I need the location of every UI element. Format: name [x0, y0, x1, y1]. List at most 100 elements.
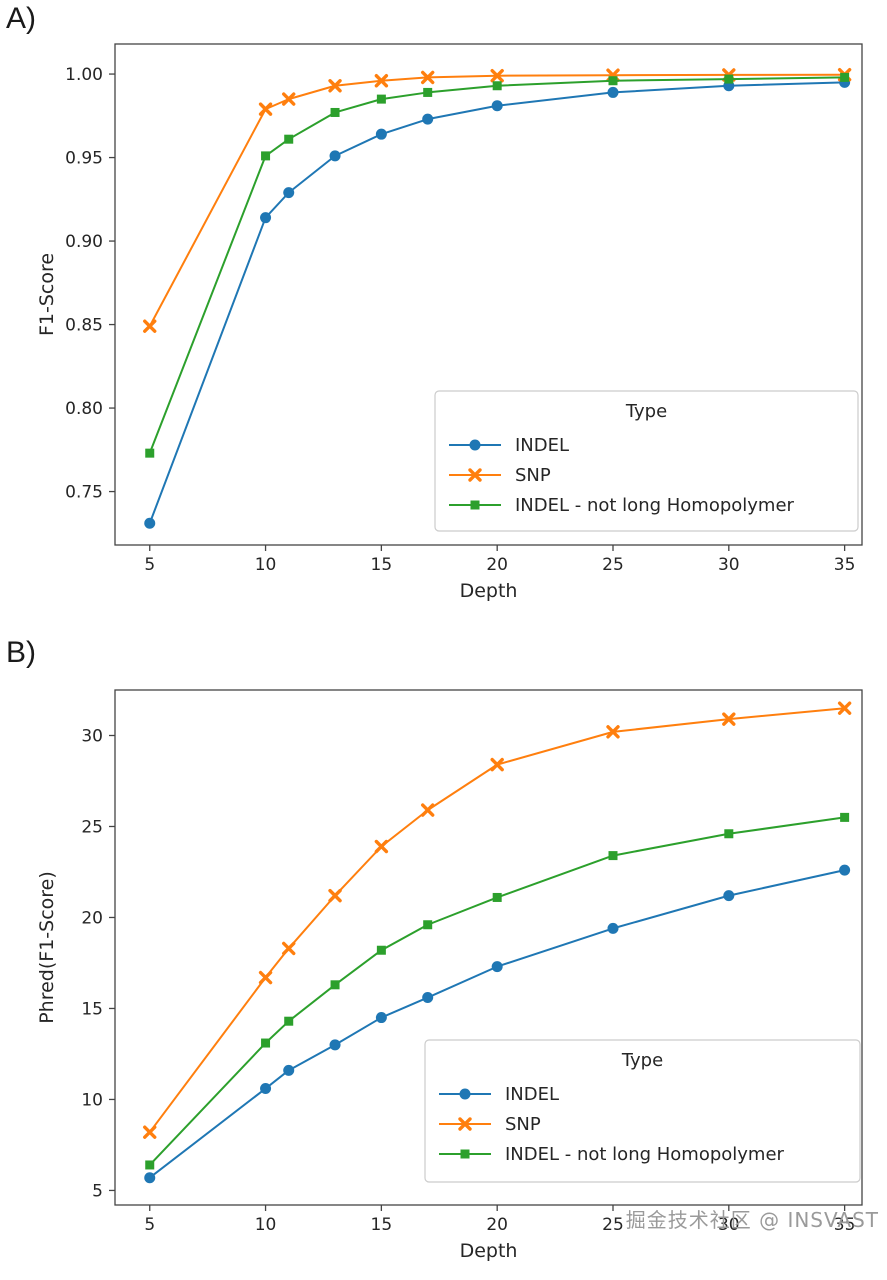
series-marker — [723, 890, 735, 902]
y-tick-label: 0.80 — [65, 399, 103, 419]
series-marker — [261, 1038, 271, 1048]
panel-b-label: B) — [6, 636, 36, 669]
chart-b-phred-f1-score-vs-depth: 5 10 15 20 25 30 35 Depth 5 10 15 20 25 30 Phred(F1-Sc… — [36, 689, 863, 1262]
series-marker — [144, 1172, 156, 1184]
x-tick-label: 5 — [144, 1215, 155, 1235]
y-axis: 5 10 15 20 25 30 Phred(F1-Score) — [36, 726, 115, 1201]
legend-sample-marker — [459, 1088, 471, 1100]
x-tick-label: 35 — [834, 555, 856, 575]
series-marker — [722, 712, 736, 726]
series-marker — [608, 76, 618, 86]
series-marker — [145, 448, 155, 458]
series-line — [149, 869, 845, 1179]
series-marker — [492, 81, 502, 91]
legend-box — [424, 1039, 861, 1183]
series-marker — [375, 1012, 387, 1024]
x-tick-label: 30 — [718, 555, 740, 575]
y-tick-label: 0.95 — [65, 149, 103, 169]
series-marker — [144, 517, 156, 529]
series-marker — [420, 803, 435, 817]
series-marker — [329, 150, 341, 162]
y-tick-label: 20 — [81, 908, 103, 928]
series-INDEL — [144, 76, 851, 529]
y-tick-label: 30 — [81, 726, 103, 746]
x-tick-label: 10 — [255, 1215, 277, 1235]
legend-entry-label: INDEL - not long Homopolymer — [505, 1144, 785, 1165]
series-marker — [260, 1083, 272, 1095]
y-axis-title: F1-Score — [36, 253, 58, 336]
plot-border — [114, 43, 863, 546]
series-marker — [258, 102, 273, 116]
legend-sample-marker — [458, 1117, 472, 1131]
series-marker — [143, 1125, 157, 1139]
x-axis-title: Depth — [460, 580, 518, 602]
series-marker — [376, 94, 386, 104]
x-tick-label: 30 — [718, 1215, 740, 1235]
legend-entry-label: INDEL - not long Homopolymer — [515, 495, 795, 516]
series-marker — [258, 970, 273, 985]
series-marker — [284, 1016, 294, 1026]
series-marker — [376, 945, 386, 955]
series-marker — [374, 839, 389, 854]
x-tick-label: 25 — [602, 555, 624, 575]
series-marker — [375, 128, 387, 140]
series-marker — [330, 107, 340, 117]
x-tick-label: 15 — [371, 1215, 393, 1235]
x-tick-label: 35 — [834, 1215, 856, 1235]
series-marker — [724, 74, 734, 84]
series-marker — [283, 1064, 295, 1076]
y-tick-label: 5 — [92, 1181, 103, 1201]
y-tick-label: 15 — [81, 999, 103, 1019]
series-marker — [260, 212, 272, 224]
watermark-text: 掘金技术社区 @ INSVAST — [625, 1208, 879, 1232]
series-marker — [145, 1160, 155, 1170]
legend-entry-label: SNP — [515, 465, 551, 486]
series-INDEL---not-long-Homopolymer — [145, 812, 850, 1170]
series-marker — [839, 864, 851, 876]
series-marker — [491, 961, 503, 973]
series-marker — [329, 1039, 341, 1051]
series-marker — [422, 992, 434, 1004]
series-marker — [422, 113, 434, 125]
series-marker — [724, 829, 734, 839]
legend-box — [434, 390, 859, 532]
legend-sample-marker — [468, 468, 482, 482]
series-marker — [261, 151, 271, 161]
series-SNP — [143, 701, 852, 1139]
y-tick-label: 1.00 — [65, 65, 103, 85]
legend: Type INDEL SNP INDEL - not long Homopolymer — [434, 390, 859, 532]
legend-entry-label: SNP — [505, 1114, 541, 1135]
series-line — [148, 73, 845, 327]
series-marker — [328, 79, 342, 93]
legend-title: Type — [625, 401, 667, 422]
y-tick-label: 0.85 — [65, 316, 103, 336]
series-marker — [282, 941, 296, 956]
series-line — [148, 76, 845, 454]
series-marker — [423, 920, 433, 930]
series-marker — [607, 86, 619, 98]
series-line — [148, 707, 845, 1133]
series-line — [148, 81, 845, 524]
series-INDEL — [144, 864, 851, 1184]
series-marker — [837, 701, 852, 715]
series-marker — [282, 92, 296, 106]
x-tick-label: 20 — [486, 1215, 508, 1235]
series-marker — [283, 187, 295, 199]
x-tick-label: 15 — [371, 555, 393, 575]
x-tick-label: 20 — [486, 555, 508, 575]
series-marker — [608, 851, 618, 861]
series-marker — [490, 69, 504, 83]
series-marker — [492, 892, 502, 902]
x-axis-title: Depth — [460, 1240, 518, 1262]
plot-border — [114, 689, 863, 1206]
x-tick-label: 5 — [144, 555, 155, 575]
series-line — [149, 816, 845, 1166]
series-marker — [840, 812, 850, 822]
panel-a-label: A) — [6, 2, 36, 35]
series-marker — [606, 725, 620, 739]
series-INDEL---not-long-Homopolymer — [145, 72, 850, 458]
legend: Type INDEL SNP INDEL - not long Homopolymer — [424, 1039, 861, 1183]
series-marker — [491, 100, 503, 112]
y-axis: 0.75 0.80 0.85 0.90 0.95 1.00 F1-Score — [36, 65, 115, 503]
